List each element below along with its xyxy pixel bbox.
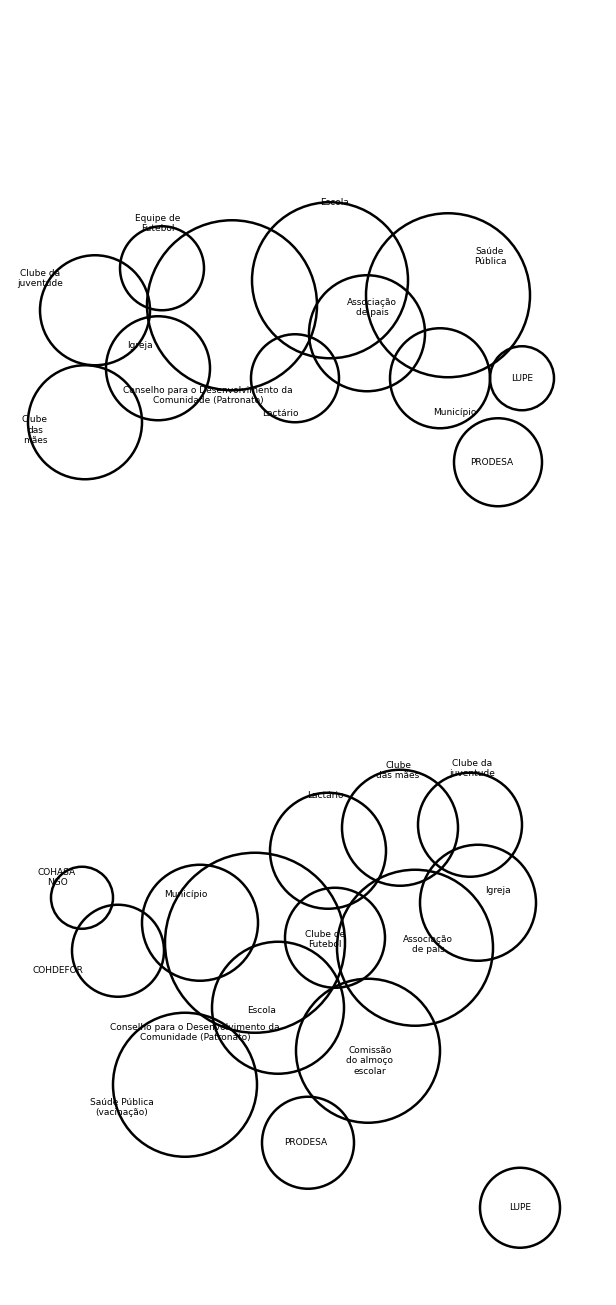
- Text: Município: Município: [433, 407, 477, 416]
- Text: Conselho para o Desenvolvimento da
Comunidade (Patronato): Conselho para o Desenvolvimento da Comun…: [123, 385, 293, 405]
- Text: COHASA
NGO: COHASA NGO: [38, 868, 76, 887]
- Text: Associação
de pais: Associação de pais: [403, 936, 453, 954]
- Text: Clube da
juventude: Clube da juventude: [449, 760, 495, 779]
- Text: Lactário: Lactário: [307, 791, 343, 800]
- Text: Conselho para o Desenvolvimento da
Comunidade (Patronato): Conselho para o Desenvolvimento da Comun…: [110, 1023, 280, 1043]
- Text: Clube de
Futebol: Clube de Futebol: [305, 930, 345, 950]
- Text: Escola: Escola: [320, 198, 349, 206]
- Text: Escola: Escola: [248, 1006, 277, 1015]
- Text: Equipe de
Futebol: Equipe de Futebol: [136, 214, 180, 234]
- Text: Saúde Pública
(vacinação): Saúde Pública (vacinação): [90, 1098, 154, 1117]
- Text: Clube
das
mães: Clube das mães: [22, 415, 48, 445]
- Text: PRODESA: PRODESA: [471, 458, 514, 467]
- Text: Igreja: Igreja: [127, 341, 153, 350]
- Text: Clube da
juventude: Clube da juventude: [17, 269, 63, 288]
- Text: Associação
de pais: Associação de pais: [347, 298, 397, 317]
- Text: Comissão
do almoço
escolar: Comissão do almoço escolar: [346, 1045, 394, 1075]
- Text: LUPE: LUPE: [509, 1203, 531, 1212]
- Text: Município: Município: [164, 890, 208, 899]
- Text: COHDEFOR: COHDEFOR: [33, 966, 83, 975]
- Text: Igreja: Igreja: [485, 886, 511, 895]
- Text: Lactário: Lactário: [262, 408, 298, 418]
- Text: Clube
das mães: Clube das mães: [376, 761, 419, 780]
- Text: PRODESA: PRODESA: [285, 1138, 328, 1147]
- Text: LUPE: LUPE: [511, 373, 533, 382]
- Text: Saúde
Pública: Saúde Pública: [474, 247, 506, 266]
